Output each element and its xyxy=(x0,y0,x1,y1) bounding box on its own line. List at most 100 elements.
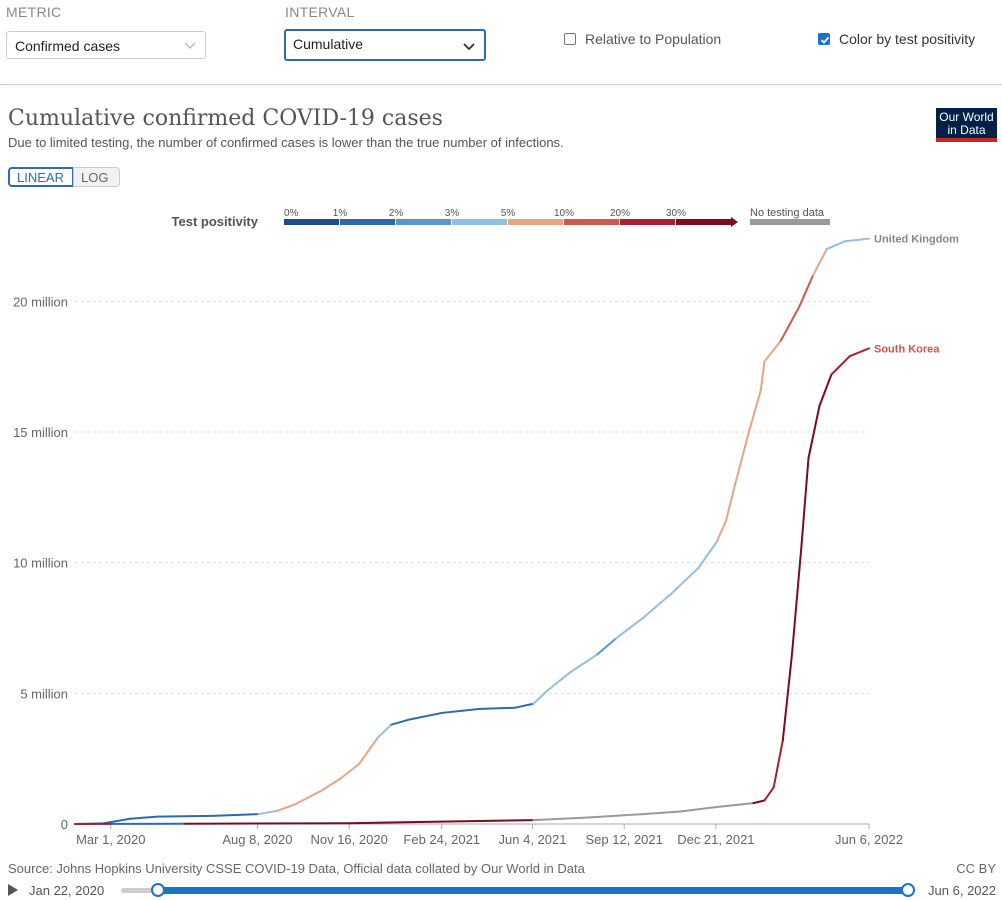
interval-select[interactable]: Cumulative xyxy=(284,29,486,61)
series-segment xyxy=(642,593,672,619)
series-segment xyxy=(779,305,801,342)
x-tick-label: Aug 8, 2020 xyxy=(222,832,292,847)
legend-no-data-swatch xyxy=(750,219,830,225)
series-segment xyxy=(759,360,766,392)
chart-area: Test positivity 0% 1% 2% 3% 5% 10% 20% 30% No tes… xyxy=(13,207,959,847)
legend-swatch xyxy=(564,219,619,225)
timeline-start-handle[interactable] xyxy=(151,883,165,897)
series-segment xyxy=(294,789,324,806)
check-icon xyxy=(820,36,830,44)
legend-swatch xyxy=(620,219,675,225)
legend-swatch xyxy=(284,219,339,225)
metric-label: METRIC xyxy=(6,4,62,20)
legend-bin-label: 5% xyxy=(501,208,516,219)
legend-bin-label: 2% xyxy=(389,208,404,219)
series-segment xyxy=(514,702,535,709)
series-segment xyxy=(798,274,815,308)
series-segment xyxy=(440,819,535,823)
series-segment xyxy=(724,483,737,522)
legend-bin-label: 10% xyxy=(554,208,574,219)
legend-swatch xyxy=(452,219,507,225)
timeline: Jan 22, 2020 Jun 6, 2022 xyxy=(0,880,1002,900)
positivity-legend: Test positivity 0% 1% 2% 3% 5% 10% 20% 30% No tes… xyxy=(172,207,830,229)
x-tick-label: Nov 16, 2020 xyxy=(310,832,387,847)
legend-bin-label: 3% xyxy=(445,208,460,219)
series-segment xyxy=(752,799,766,805)
series-segment xyxy=(275,803,297,812)
chevron-down-icon xyxy=(184,42,196,50)
x-tick-label: Mar 1, 2020 xyxy=(76,832,145,847)
series-segment xyxy=(848,347,870,358)
series-segment xyxy=(101,817,132,825)
series-segment xyxy=(772,739,784,789)
series-segment xyxy=(257,809,278,816)
series-segment xyxy=(679,806,718,813)
metric-select[interactable]: Confirmed cases xyxy=(6,31,206,59)
series-segment xyxy=(747,389,762,433)
interval-label: INTERVAL xyxy=(285,4,355,20)
series-segment xyxy=(844,237,870,243)
relative-label: Relative to Population xyxy=(585,31,722,47)
gridlines xyxy=(75,300,869,825)
series-segment xyxy=(734,431,750,486)
chart-title: Cumulative confirmed COVID-19 cases xyxy=(8,106,443,131)
x-tick-label: Jun 4, 2021 xyxy=(499,832,567,847)
y-tick-label: 20 million xyxy=(13,294,68,309)
log-scale-button[interactable]: LOG xyxy=(73,167,120,187)
series-segment xyxy=(390,718,411,726)
series-segment xyxy=(614,616,645,640)
legend-swatch xyxy=(340,219,395,225)
color-label: Color by test positivity xyxy=(839,31,976,47)
series-segment xyxy=(825,240,847,251)
series-segment xyxy=(715,519,727,543)
series-label: United Kingdom xyxy=(874,234,959,246)
series-segment xyxy=(546,671,572,692)
series-segment xyxy=(349,820,443,825)
series-segment xyxy=(818,373,833,407)
series-segment xyxy=(156,814,214,818)
series-segment xyxy=(129,815,159,820)
series-segment xyxy=(211,813,260,817)
series-segment xyxy=(440,708,480,714)
series-label: South Korea xyxy=(874,343,940,355)
color-checkbox[interactable] xyxy=(818,33,830,45)
series-segment xyxy=(184,822,352,825)
y-tick-label: 0 xyxy=(61,817,68,832)
y-tick-label: 15 million xyxy=(13,425,68,440)
relative-checkbox[interactable] xyxy=(564,33,576,45)
series-segment xyxy=(408,711,443,721)
series-segment xyxy=(477,706,517,711)
series-segment xyxy=(807,404,821,460)
series-segment xyxy=(339,762,361,780)
legend-swatch xyxy=(396,219,451,225)
legend-swatch xyxy=(676,219,731,225)
chart-subtitle: Due to limited testing, the number of co… xyxy=(8,135,564,150)
legend-bin-label: 0% xyxy=(284,208,299,219)
timeline-end-handle[interactable] xyxy=(901,883,915,897)
interval-value: Cumulative xyxy=(293,36,364,52)
series-segment xyxy=(781,653,793,742)
series-segment xyxy=(790,548,803,656)
logo-line-2: in Data xyxy=(947,123,986,137)
source-note: Source: Johns Hopkins University CSSE CO… xyxy=(8,861,585,876)
series-segment xyxy=(763,339,782,363)
legend-bin-label: 30% xyxy=(666,208,686,219)
legend-no-data-label: No testing data xyxy=(750,207,825,219)
series-segment xyxy=(812,248,828,277)
series-segment xyxy=(596,637,617,656)
play-icon[interactable] xyxy=(8,884,18,896)
legend-arrow xyxy=(731,217,738,227)
color-by-positivity-option[interactable]: Color by test positivity xyxy=(818,31,975,47)
series-segment xyxy=(358,736,379,765)
owid-logo[interactable]: Our World in Data xyxy=(936,108,997,142)
series-lines xyxy=(74,237,870,825)
timeline-range[interactable] xyxy=(158,887,908,894)
metric-value: Confirmed cases xyxy=(15,38,121,54)
license-link[interactable]: CC BY xyxy=(956,861,996,876)
relative-to-population-option[interactable]: Relative to Population xyxy=(564,31,721,47)
x-tick-label: Jun 6, 2022 xyxy=(835,832,903,847)
linear-scale-button[interactable]: LINEAR xyxy=(8,167,74,187)
legend-bin-label: 20% xyxy=(610,208,630,219)
legend-title: Test positivity xyxy=(172,214,259,229)
series-segment xyxy=(763,786,775,802)
